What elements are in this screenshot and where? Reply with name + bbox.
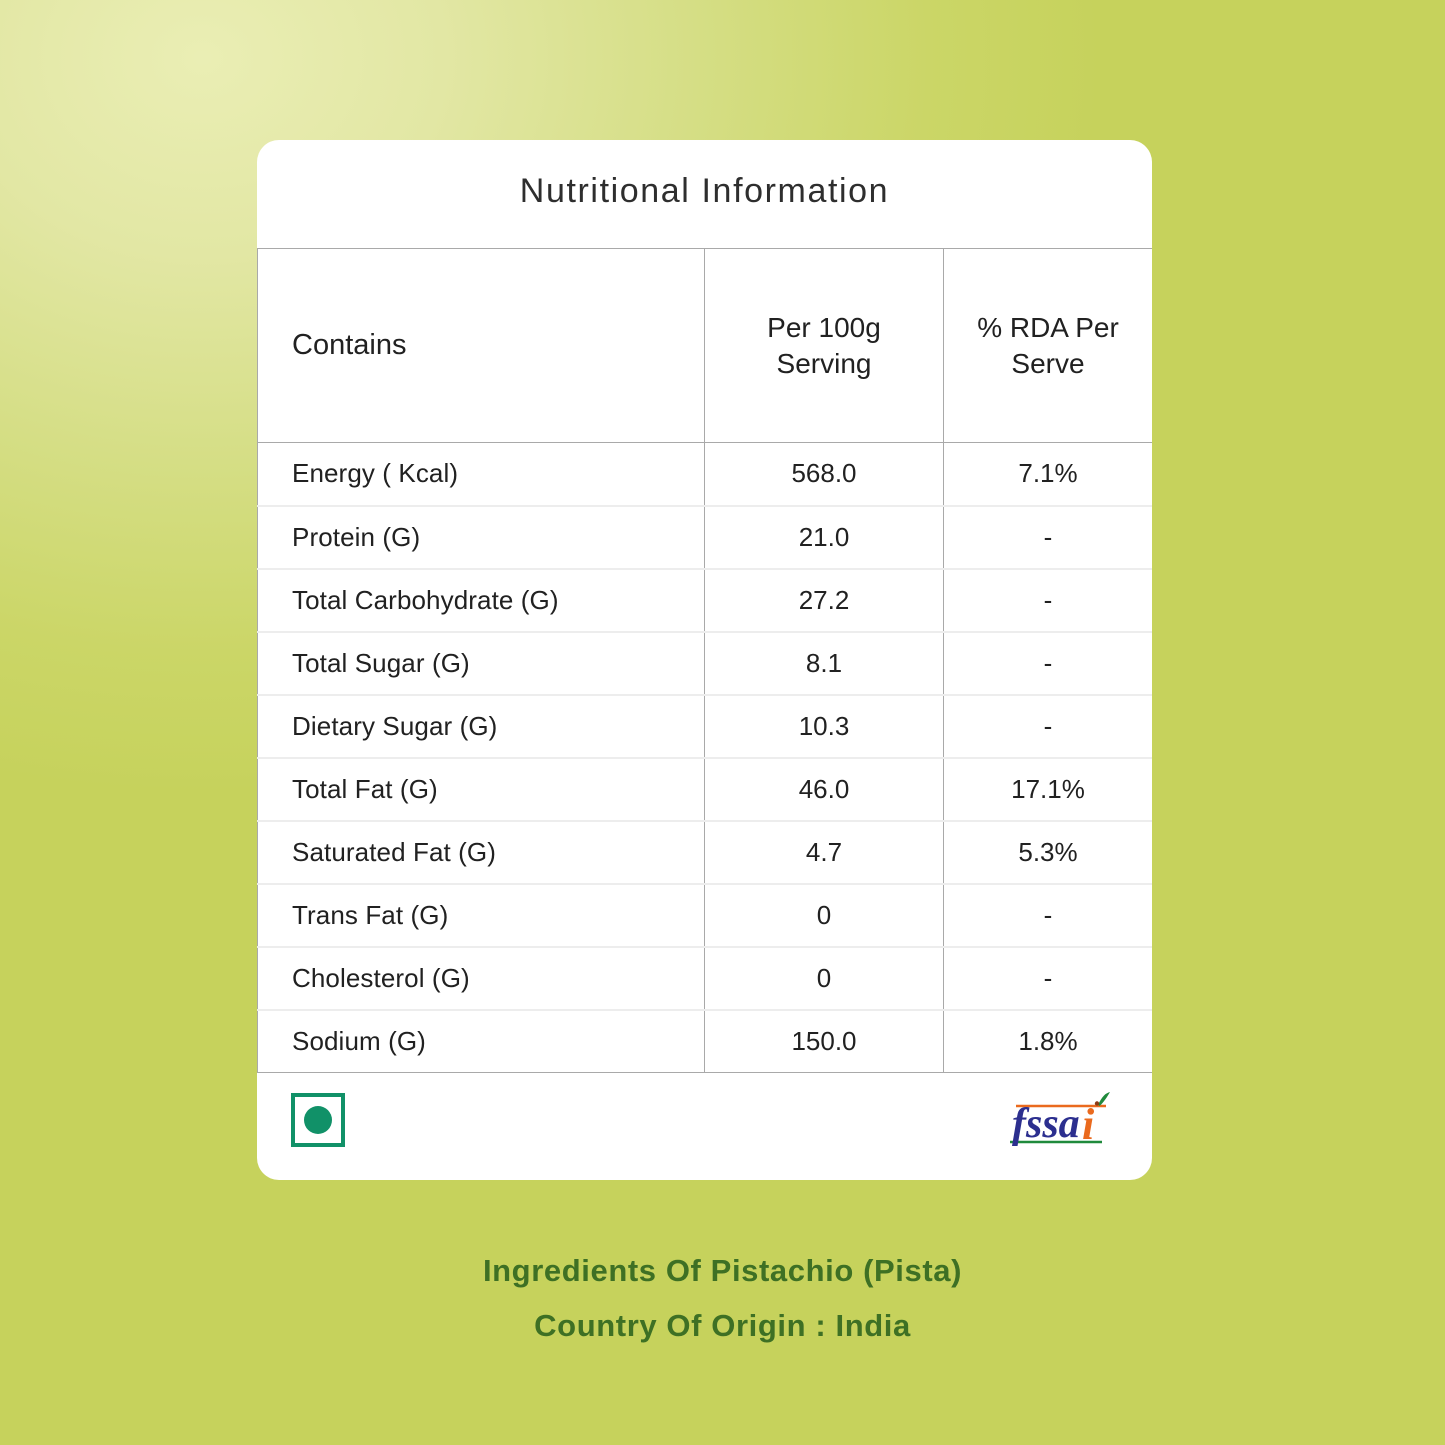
nutrient-per-100g-value: 150.0: [704, 1008, 944, 1073]
card-footer: fssa i: [257, 1073, 1152, 1180]
nutrient-per-100g-value: 0: [704, 882, 944, 947]
nutrient-per-100g-value: 27.2: [704, 567, 944, 632]
nutrient-rda-value: 7.1%: [943, 442, 1152, 506]
table-row: Trans Fat (G) 0-: [257, 882, 1152, 947]
nutrient-rda-value: 5.3%: [943, 819, 1152, 884]
table-body: Energy ( Kcal) 568.0 7.1% Protein (G) 21.0- T…: [257, 442, 1152, 1073]
table-row: Energy ( Kcal) 568.0 7.1%: [257, 442, 1152, 506]
table-row: Protein (G) 21.0-: [257, 504, 1152, 569]
nutrient-rda-value: -: [943, 945, 1152, 1010]
nutrient-rda-value: 17.1%: [943, 756, 1152, 821]
caption-block: Ingredients Of Pistachio (Pista) Country…: [0, 1243, 1445, 1353]
table-row: Total Sugar (G) 8.1-: [257, 630, 1152, 695]
nutrient-name: Cholesterol (G): [257, 945, 705, 1010]
nutrient-name: Total Sugar (G): [257, 630, 705, 695]
column-header-rda: % RDA Per Serve: [943, 248, 1152, 443]
table-row: Dietary Sugar (G) 10.3-: [257, 693, 1152, 758]
nutrient-name: Total Fat (G): [257, 756, 705, 821]
column-header-per-100g: Per 100g Serving: [704, 248, 944, 443]
nutrient-rda-value: 1.8%: [943, 1008, 1152, 1073]
fssai-logo-icon: fssa i: [1010, 1092, 1110, 1149]
table-row: Cholesterol (G) 0-: [257, 945, 1152, 1010]
nutrient-per-100g-value: 4.7: [704, 819, 944, 884]
table-row: Total Carbohydrate (G) 27.2-: [257, 567, 1152, 632]
vegetarian-dot-fill: [304, 1106, 332, 1134]
nutrient-rda-value: -: [943, 567, 1152, 632]
column-header-rda-line2: Serve: [1011, 347, 1085, 379]
nutrient-rda-value: -: [943, 693, 1152, 758]
svg-text:fssa: fssa: [1012, 1101, 1080, 1147]
column-header-contains: Contains: [257, 248, 705, 443]
page-title: Nutritional Information: [519, 171, 890, 210]
nutrient-name: Sodium (G): [257, 1008, 705, 1073]
table-row: Total Fat (G) 46.0 17.1%: [257, 756, 1152, 821]
ingredients-caption: Ingredients Of Pistachio (Pista): [482, 1253, 963, 1288]
svg-text:i: i: [1082, 1100, 1095, 1149]
nutrient-name: Total Carbohydrate (G): [257, 567, 705, 632]
nutrient-per-100g-value: 10.3: [704, 693, 944, 758]
nutrient-name: Trans Fat (G): [257, 882, 705, 947]
origin-caption: Country Of Origin : India: [534, 1308, 911, 1344]
table-row: Saturated Fat (G) 4.7 5.3%: [257, 819, 1152, 884]
nutrient-per-100g-value: 0: [704, 945, 944, 1010]
column-header-rda-line1: % RDA Per: [977, 311, 1119, 343]
nutrient-name: Saturated Fat (G): [257, 819, 705, 884]
nutrition-card: Nutritional Information Contains Per 100…: [257, 140, 1152, 1180]
nutrient-per-100g-value: 46.0: [704, 756, 944, 821]
nutrient-rda-value: -: [943, 630, 1152, 695]
nutrient-per-100g-value: 8.1: [704, 630, 944, 695]
table-header-row: Contains Per 100g Serving % RDA Per Serv…: [257, 248, 1152, 443]
table-row: Sodium (G) 150.0 1.8%: [257, 1008, 1152, 1073]
nutrient-name: Energy ( Kcal): [257, 442, 705, 506]
table-header: Contains Per 100g Serving % RDA Per Serv…: [257, 248, 1152, 443]
nutrient-rda-value: -: [943, 882, 1152, 947]
column-header-per-100g-line1: Per 100g: [767, 311, 881, 343]
nutrient-per-100g-value: 21.0: [704, 504, 944, 569]
vegetarian-green-dot-icon: [291, 1093, 345, 1147]
column-header-per-100g-line2: Serving: [776, 347, 872, 379]
nutrient-rda-value: -: [943, 504, 1152, 569]
nutrition-table: Contains Per 100g Serving % RDA Per Serv…: [257, 248, 1152, 1073]
nutrient-name: Protein (G): [257, 504, 705, 569]
nutrient-name: Dietary Sugar (G): [257, 693, 705, 758]
nutrient-per-100g-value: 568.0: [704, 442, 944, 506]
